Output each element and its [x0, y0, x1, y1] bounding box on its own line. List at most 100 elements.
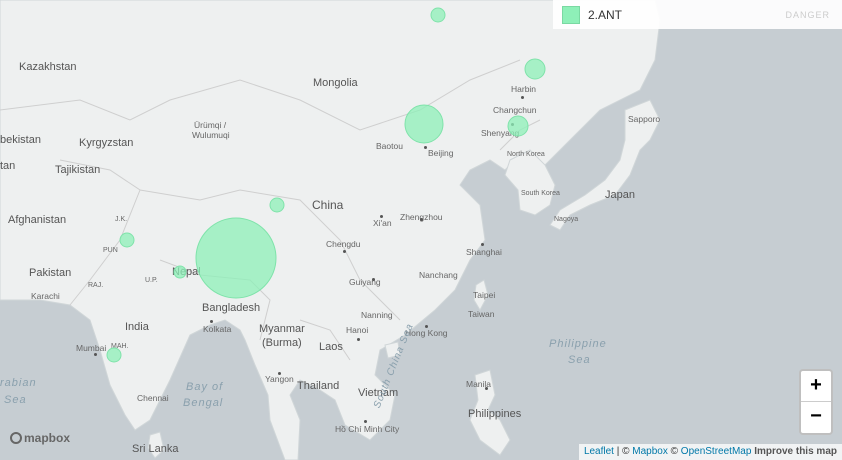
label-pakistan: Pakistan — [29, 267, 72, 279]
label-shenyang: Shenyang — [481, 128, 520, 138]
city-dot — [278, 372, 281, 375]
mapbox-logo[interactable]: mapbox — [10, 431, 70, 445]
bubble-qinghai[interactable] — [269, 197, 285, 213]
city-dot — [521, 96, 524, 99]
label-myanmar: Myanmar — [259, 323, 305, 335]
label-north-korea: North Korea — [507, 151, 545, 158]
label-nanchang: Nanchang — [419, 270, 458, 280]
label-sapporo: Sapporo — [628, 114, 661, 124]
bubble-shenyang[interactable] — [507, 115, 529, 137]
label-hochiminh: Hồ Chí Minh City — [335, 424, 400, 434]
label-burma: (Burma) — [262, 337, 302, 349]
label-japan: Japan — [605, 189, 635, 201]
label-tajikistan: Tajikistan — [55, 164, 101, 176]
legend: 2.ANT DANGER — [553, 0, 842, 29]
label-taipei: Taipei — [473, 290, 496, 300]
label-karachi: Karachi — [31, 291, 60, 301]
label-kyrgyzstan: Kyrgyzstan — [79, 137, 134, 149]
city-dot — [357, 338, 360, 341]
mapbox-link[interactable]: Mapbox — [632, 446, 668, 457]
srilanka-island — [147, 431, 165, 459]
label-yangon: Yangon — [265, 374, 294, 384]
label-harbin: Harbin — [511, 84, 537, 94]
label-thailand: Thailand — [297, 380, 340, 392]
city-dot — [210, 320, 213, 323]
bubble-kashmir[interactable] — [119, 232, 135, 248]
bubble-harbin[interactable] — [524, 58, 546, 80]
city-dot — [485, 387, 488, 390]
label-chennai: Chennai — [137, 393, 169, 403]
label-afghanistan: Afghanistan — [8, 214, 67, 226]
label-zhengzhou: Zhengzhou — [400, 212, 443, 222]
label-arabian-sea-1: rabian — [0, 377, 37, 389]
label-up: U.P. — [145, 277, 158, 284]
label-south-korea: South Korea — [521, 190, 560, 197]
leaflet-link[interactable]: Leaflet — [583, 446, 614, 457]
mapbox-logo-text: mapbox — [24, 431, 71, 445]
legend-swatch — [562, 5, 580, 24]
label-beijing: Beijing — [428, 148, 454, 158]
label-uzbekistan: bekistan — [0, 134, 41, 146]
label-raj: RAJ. — [88, 282, 104, 289]
label-hongkong: Hong Kong — [405, 328, 448, 338]
bubble-mumbai[interactable] — [106, 347, 122, 363]
label-mah: MAH. — [111, 343, 129, 350]
bubble-north[interactable] — [430, 7, 446, 23]
label-mongolia: Mongolia — [313, 77, 358, 89]
osm-link[interactable]: OpenStreetMap — [680, 446, 752, 457]
label-jk: J.K. — [115, 216, 128, 223]
city-dot — [364, 420, 367, 423]
city-dot — [372, 278, 375, 281]
label-manila: Manila — [466, 379, 492, 389]
label-philippine-sea-1: Philippine — [549, 338, 607, 350]
label-vietnam: Vietnam — [358, 387, 399, 399]
label-chengdu: Chengdu — [326, 239, 361, 249]
korean-peninsula — [504, 149, 556, 216]
label-kazakhstan: Kazakhstan — [19, 61, 77, 73]
legend-label: 2.ANT — [588, 7, 623, 22]
label-bangladesh: Bangladesh — [202, 302, 261, 314]
label-philippine-sea-2: Sea — [568, 354, 591, 366]
label-india: India — [125, 321, 149, 333]
label-philippines: Philippines — [468, 408, 522, 420]
label-nanning: Nanning — [361, 310, 393, 320]
japan-islands — [549, 99, 661, 231]
improve-map-text: Improve this map — [754, 446, 837, 457]
label-xian: Xi'an — [373, 218, 392, 228]
label-baotou: Baotou — [376, 141, 403, 151]
zoom-control: + − — [799, 369, 833, 435]
label-arabian-sea-2: Sea — [4, 394, 27, 406]
city-dot — [94, 353, 97, 356]
city-dot — [343, 250, 346, 253]
attribution-bar: Leaflet | © Mapbox © OpenStreetMap Impro… — [578, 444, 842, 460]
label-turkmenistan: tan — [0, 160, 16, 172]
city-dot — [424, 146, 427, 149]
bubble-inner-mongolia[interactable] — [404, 104, 444, 144]
label-taiwan: Taiwan — [468, 309, 495, 319]
city-dot — [481, 243, 484, 246]
taiwan-island — [473, 279, 489, 312]
label-mumbai: Mumbai — [76, 343, 107, 353]
label-shanghai: Shanghai — [466, 247, 502, 257]
label-hanoi: Hanoi — [346, 325, 369, 335]
philippines-islands — [469, 369, 511, 456]
city-dot — [380, 215, 383, 218]
zoom-in-button[interactable]: + — [810, 374, 822, 396]
improve-map-link[interactable]: Improve this map — [754, 446, 837, 457]
bubble-nepal[interactable] — [173, 265, 187, 279]
faded-label: DANGER — [785, 9, 830, 20]
label-laos: Laos — [319, 341, 343, 353]
label-changchun: Changchun — [493, 105, 537, 115]
bubble-lhasa[interactable] — [195, 217, 277, 299]
zoom-out-button[interactable]: − — [801, 401, 831, 432]
label-srilanka: Sri Lanka — [132, 443, 179, 455]
label-wulumuqi: Wulumuqi — [192, 130, 230, 140]
label-bay-of-bengal-2: Bengal — [183, 397, 224, 409]
label-china: China — [312, 198, 344, 212]
label-urumqi: Ürümqi / — [194, 120, 227, 130]
attribution-sep2: © — [667, 446, 681, 457]
hainan-island — [384, 341, 401, 359]
